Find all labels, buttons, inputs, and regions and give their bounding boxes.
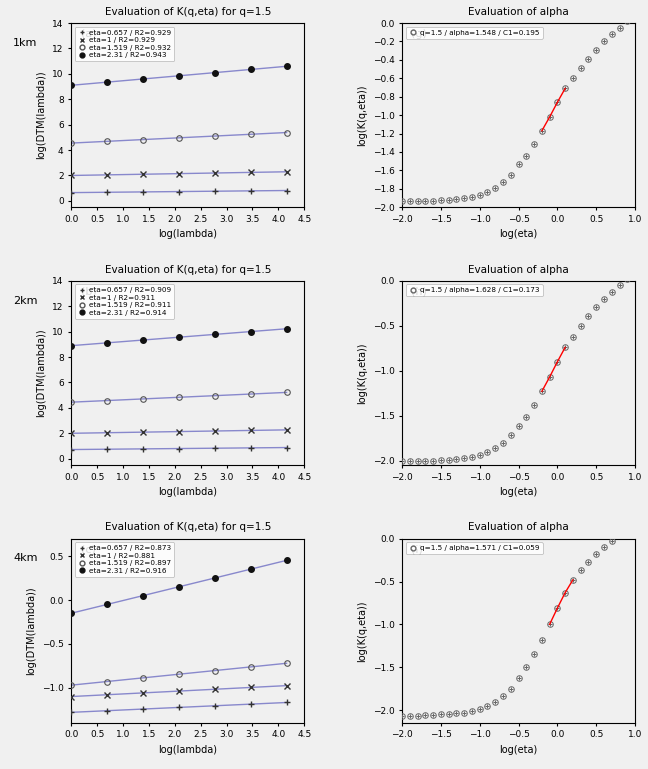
Legend: eta=0.657 / R2=0.909, eta=1 / R2=0.911, eta=1.519 / R2=0.911, eta=2.31 / R2=0.91: eta=0.657 / R2=0.909, eta=1 / R2=0.911, … (75, 285, 174, 319)
Title: Evaluation of alpha: Evaluation of alpha (469, 265, 569, 275)
Text: (a): (a) (80, 28, 96, 38)
Y-axis label: log(DTM(lambda)): log(DTM(lambda)) (36, 328, 47, 418)
Legend: eta=0.657 / R2=0.929, eta=1 / R2=0.929, eta=1.519 / R2=0.932, eta=2.31 / R2=0.94: eta=0.657 / R2=0.929, eta=1 / R2=0.929, … (75, 27, 174, 61)
Y-axis label: log(DTM(lambda)): log(DTM(lambda)) (26, 587, 36, 675)
Text: (b): (b) (80, 286, 97, 296)
Y-axis label: log(K(q,eta)): log(K(q,eta)) (357, 85, 367, 146)
Title: Evaluation of K(q,eta) for q=1.5: Evaluation of K(q,eta) for q=1.5 (104, 265, 271, 275)
X-axis label: log(eta): log(eta) (500, 229, 538, 239)
X-axis label: log(eta): log(eta) (500, 488, 538, 498)
Legend: q=1.5 / alpha=1.571 / C1=0.059: q=1.5 / alpha=1.571 / C1=0.059 (406, 542, 542, 554)
Legend: q=1.5 / alpha=1.548 / C1=0.195: q=1.5 / alpha=1.548 / C1=0.195 (406, 27, 542, 38)
X-axis label: log(lambda): log(lambda) (158, 229, 217, 239)
X-axis label: log(lambda): log(lambda) (158, 745, 217, 755)
Title: Evaluation of alpha: Evaluation of alpha (469, 522, 569, 532)
Y-axis label: log(K(q,eta)): log(K(q,eta)) (357, 342, 367, 404)
Y-axis label: log(K(q,eta)): log(K(q,eta)) (357, 600, 367, 661)
X-axis label: log(lambda): log(lambda) (158, 488, 217, 498)
Text: 4km: 4km (13, 554, 38, 564)
Text: 1km: 1km (13, 38, 38, 48)
X-axis label: log(eta): log(eta) (500, 745, 538, 755)
Title: Evaluation of K(q,eta) for q=1.5: Evaluation of K(q,eta) for q=1.5 (104, 7, 271, 17)
Title: Evaluation of alpha: Evaluation of alpha (469, 7, 569, 17)
Text: (c): (c) (80, 544, 95, 554)
Legend: eta=0.657 / R2=0.873, eta=1 / R2=0.881, eta=1.519 / R2=0.897, eta=2.31 / R2=0.91: eta=0.657 / R2=0.873, eta=1 / R2=0.881, … (75, 542, 174, 577)
Legend: q=1.5 / alpha=1.628 / C1=0.173: q=1.5 / alpha=1.628 / C1=0.173 (406, 285, 542, 296)
Text: 2km: 2km (13, 295, 38, 305)
Y-axis label: log(DTM(lambda)): log(DTM(lambda)) (36, 71, 47, 159)
Text: (i): (i) (411, 544, 423, 554)
Title: Evaluation of K(q,eta) for q=1.5: Evaluation of K(q,eta) for q=1.5 (104, 522, 271, 532)
Text: (g): (g) (411, 28, 427, 38)
Text: (h): (h) (411, 286, 427, 296)
